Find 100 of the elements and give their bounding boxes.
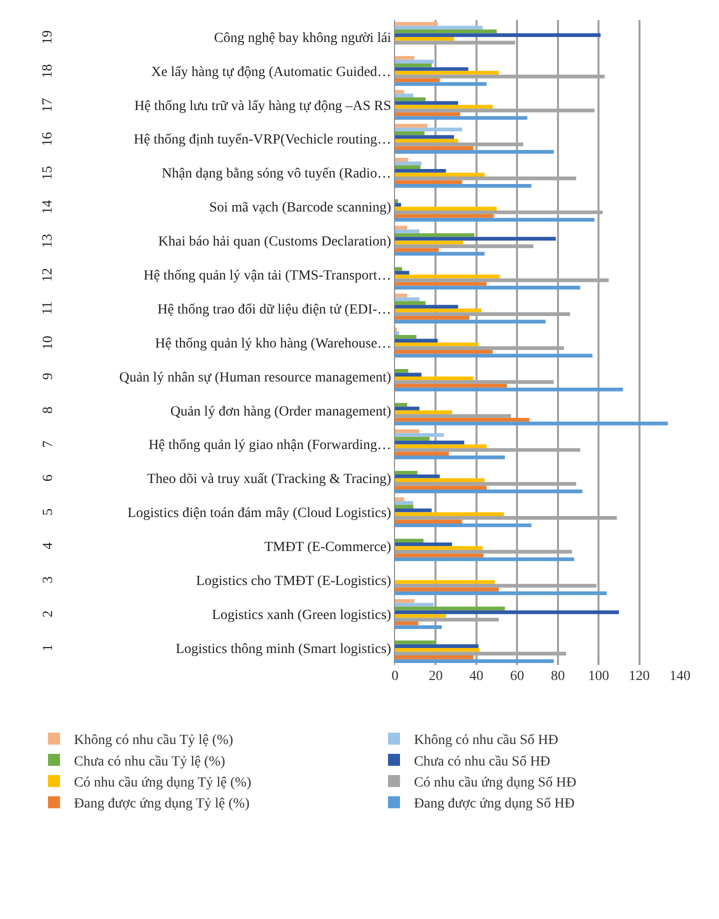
y-tick-label: Logistics thông minh (Smart logistics): [176, 642, 392, 657]
bar: [395, 90, 404, 94]
bar: [395, 248, 439, 252]
y-tick-label: Hệ thống trao đổi dữ liệu điện tử (EDI-…: [158, 302, 392, 318]
bar: [395, 101, 458, 105]
legend-label: Có nhu cầu ứng dụng Tỷ lệ (%): [74, 776, 252, 791]
bar: [395, 240, 464, 244]
bar: [395, 606, 505, 610]
y-tick-label: Khai báo hải quan (Customs Declaration): [158, 234, 392, 250]
bar: [395, 78, 440, 82]
y-tick-label: Hệ thống quản lý giao nhận (Forwarding…: [148, 438, 392, 454]
x-tick-label: 100: [588, 669, 610, 684]
bar: [395, 97, 426, 102]
bar: [395, 512, 504, 516]
bar: [395, 350, 493, 354]
bar: [395, 214, 494, 218]
bar: [395, 410, 452, 414]
legend-label: Chưa có nhu cầu Tỷ lệ (%): [74, 754, 226, 770]
bar: [395, 274, 500, 278]
bar: [395, 523, 532, 528]
bar: [395, 22, 438, 26]
y2-tick-label: 17: [40, 98, 56, 112]
bar: [395, 452, 449, 456]
y-tick-label: Xe lấy hàng tự động (Automatic Guided…: [151, 64, 392, 80]
bar: [395, 124, 428, 128]
x-tick-label: 120: [628, 669, 650, 684]
y2-tick-label: 7: [40, 440, 56, 448]
bar: [395, 354, 592, 358]
y2-tick-label: 8: [40, 406, 56, 414]
bar: [395, 286, 580, 290]
bar: [395, 165, 420, 170]
y-tick-label: TMĐT (E-Commerce): [264, 540, 392, 556]
bar: [395, 591, 607, 596]
legend-label: Chưa có nhu cầu Số HĐ: [414, 754, 550, 770]
bar: [395, 338, 438, 342]
y2-tick-label: 5: [41, 508, 56, 516]
bar: [395, 138, 458, 143]
bar: [395, 36, 454, 41]
bar: [395, 146, 474, 150]
bar: [395, 104, 493, 109]
bar: [395, 659, 554, 663]
bar: [395, 406, 420, 410]
legend-label: Không có nhu cầu Số HĐ: [414, 733, 558, 748]
bar: [395, 218, 594, 222]
bar: [395, 625, 442, 630]
x-tick-label: 20: [428, 669, 443, 684]
bar: [395, 486, 487, 490]
bar: [395, 184, 532, 188]
bar: [395, 644, 478, 648]
bar: [395, 169, 446, 173]
bar: [395, 456, 505, 460]
bar: [395, 588, 499, 592]
bar: [395, 470, 418, 475]
bar: [395, 655, 474, 660]
bar: [395, 316, 470, 320]
legend-label: Đang được ứng dụng Tỷ lệ (%): [74, 796, 250, 812]
y2-tick-label: 4: [41, 542, 56, 550]
y2-tick-label: 11: [40, 301, 56, 315]
y-tick-label: Theo dõi và truy xuất (Tracking & Tracing): [147, 472, 392, 488]
bar: [395, 376, 474, 380]
bar: [395, 372, 422, 376]
bar: [395, 440, 464, 444]
bar: [395, 150, 554, 154]
bar: [395, 60, 434, 64]
bar: [395, 282, 487, 286]
y2-tick-label: 9: [40, 372, 56, 380]
bar: [395, 610, 619, 614]
y-tick-label: Hệ thống quản lý kho hàng (Warehouse…: [155, 336, 392, 352]
bar: [395, 554, 484, 558]
x-tick-label: 140: [670, 669, 690, 684]
bar: [395, 297, 420, 302]
y-tick-label: Soi mã vạch (Barcode scanning): [209, 200, 392, 216]
bar: [395, 162, 422, 166]
y2-tick-label: 14: [40, 200, 56, 214]
bar: [395, 497, 404, 502]
bar: [395, 602, 434, 607]
y-tick-label: Logistics cho TMĐT (E-Logistics): [196, 574, 392, 590]
bar: [395, 640, 436, 644]
bar: [395, 320, 546, 324]
bar: [395, 33, 601, 37]
bar: [395, 206, 497, 210]
bar: [395, 30, 497, 34]
bar: [395, 444, 487, 448]
y-tick-label: Công nghệ bay không người lái: [214, 30, 392, 46]
y-tick-label: Logistics điện toán đám mây (Cloud Logistics): [128, 506, 392, 522]
y2-tick-label: 12: [40, 268, 56, 282]
bar: [395, 508, 432, 512]
bar: [395, 478, 485, 482]
bar: [395, 335, 416, 339]
bar: [395, 301, 426, 305]
legend-label: Có nhu cầu ứng dụng Số HĐ: [414, 776, 576, 791]
bar: [395, 236, 556, 241]
x-tick-label: 0: [392, 669, 398, 684]
bar: [395, 538, 424, 542]
bar: [395, 331, 400, 336]
y-tick-label: Quản lý nhân sự (Human resource management): [119, 370, 392, 386]
bar: [395, 504, 414, 508]
y2-tick-label: 3: [41, 576, 56, 584]
bar: [395, 229, 420, 234]
bar: [395, 304, 458, 309]
